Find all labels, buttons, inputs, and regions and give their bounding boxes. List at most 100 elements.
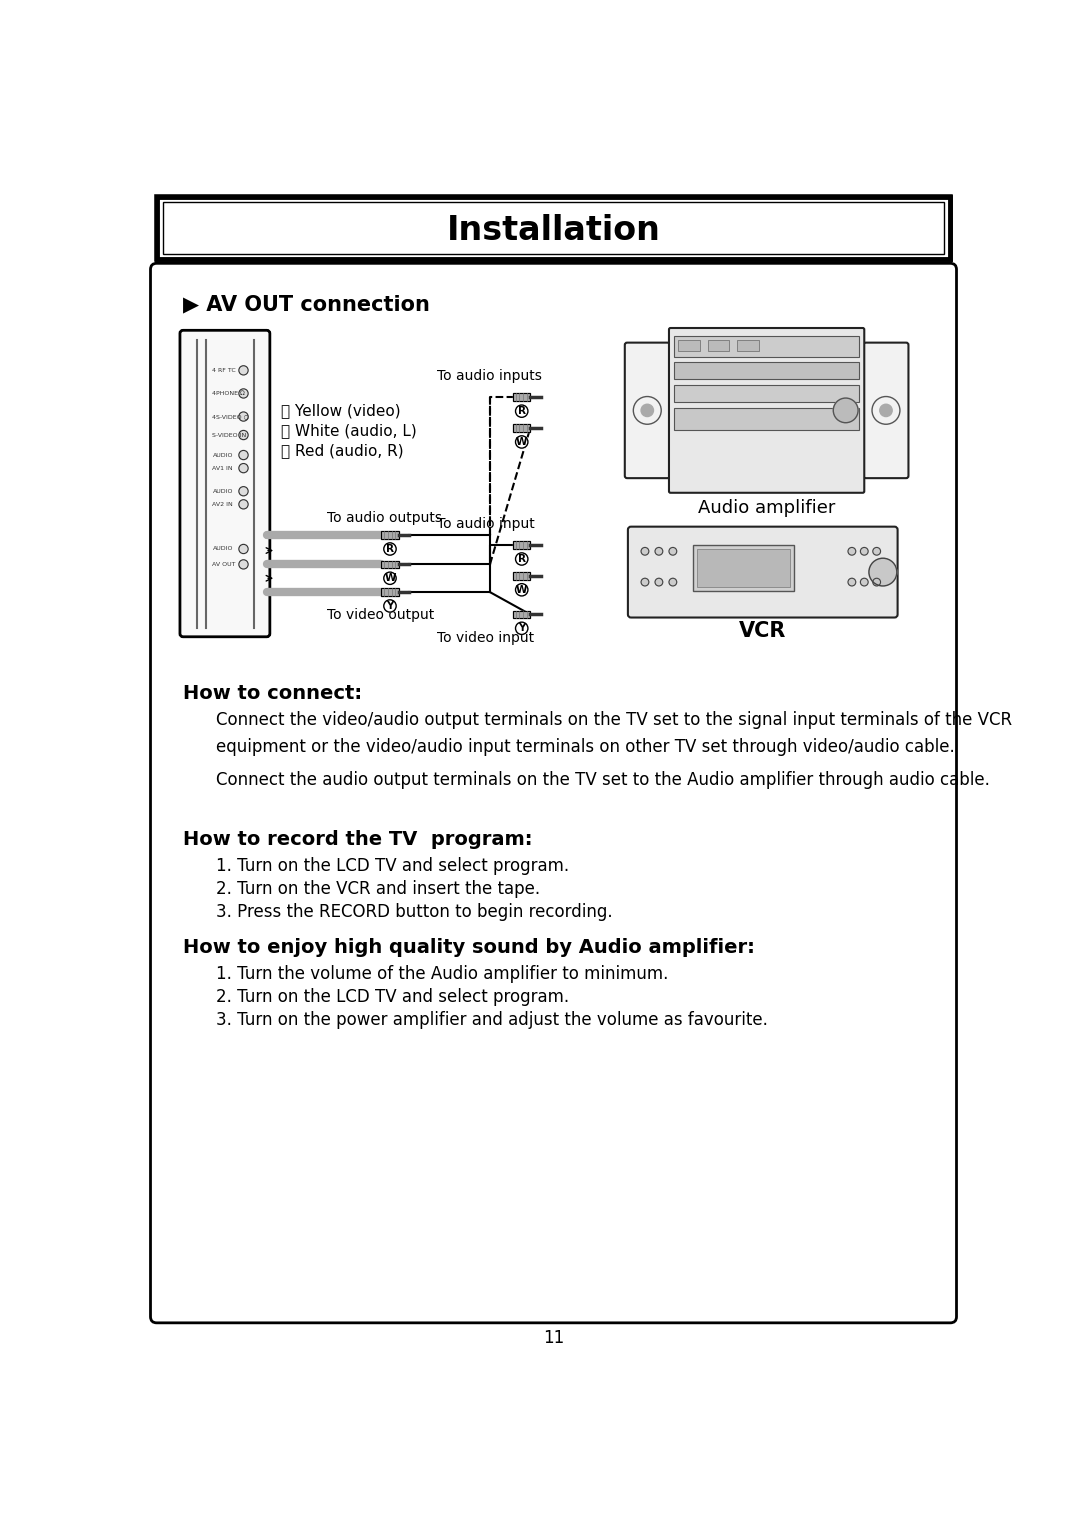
Text: AUDIO: AUDIO — [213, 452, 233, 458]
Bar — [513, 425, 530, 432]
Text: R: R — [386, 544, 394, 554]
Circle shape — [669, 548, 677, 556]
Bar — [674, 385, 859, 402]
Text: Ⓨ Yellow (video): Ⓨ Yellow (video) — [281, 403, 401, 418]
Text: Y: Y — [387, 602, 394, 611]
Bar — [513, 611, 530, 618]
Circle shape — [656, 579, 663, 586]
Circle shape — [642, 579, 649, 586]
Bar — [707, 341, 729, 351]
FancyBboxPatch shape — [864, 342, 908, 478]
FancyBboxPatch shape — [180, 330, 270, 637]
Circle shape — [239, 450, 248, 460]
Circle shape — [239, 366, 248, 376]
Bar — [157, 197, 950, 258]
Bar — [163, 202, 944, 253]
Bar — [697, 550, 789, 588]
Text: 1. Turn on the LCD TV and select program.: 1. Turn on the LCD TV and select program… — [216, 857, 569, 875]
Bar — [674, 362, 859, 379]
Text: Ⓦ White (audio, L): Ⓦ White (audio, L) — [281, 423, 417, 438]
Circle shape — [239, 431, 248, 440]
Text: To audio inputs: To audio inputs — [437, 368, 542, 383]
Text: 3. Press the RECORD button to begin recording.: 3. Press the RECORD button to begin reco… — [216, 902, 613, 921]
Circle shape — [848, 579, 855, 586]
Bar — [381, 588, 399, 596]
Text: 3. Turn on the power amplifier and adjust the volume as favourite.: 3. Turn on the power amplifier and adjus… — [216, 1011, 768, 1029]
Bar — [513, 541, 530, 550]
Text: 4 RF TC: 4 RF TC — [213, 368, 237, 373]
Circle shape — [383, 600, 396, 612]
FancyBboxPatch shape — [669, 328, 864, 493]
Bar — [381, 560, 399, 568]
Circle shape — [642, 548, 649, 556]
Circle shape — [515, 553, 528, 565]
Text: Connect the video/audio output terminals on the TV set to the signal input termi: Connect the video/audio output terminals… — [216, 710, 1013, 756]
Circle shape — [834, 399, 859, 423]
Text: Audio amplifier: Audio amplifier — [698, 499, 835, 518]
Text: ▶ AV OUT connection: ▶ AV OUT connection — [183, 295, 430, 315]
Bar — [674, 336, 859, 357]
Text: To video output: To video output — [327, 608, 434, 621]
Circle shape — [515, 583, 528, 596]
FancyBboxPatch shape — [150, 263, 957, 1322]
Circle shape — [515, 405, 528, 417]
Text: How to enjoy high quality sound by Audio amplifier:: How to enjoy high quality sound by Audio… — [183, 938, 755, 957]
Text: W: W — [516, 585, 527, 596]
Bar — [157, 197, 950, 258]
Text: R: R — [517, 406, 526, 417]
Circle shape — [383, 542, 396, 556]
Bar — [513, 425, 530, 432]
Circle shape — [873, 579, 880, 586]
Bar — [674, 408, 859, 429]
Bar — [381, 588, 399, 596]
Circle shape — [239, 560, 248, 570]
Text: W: W — [384, 573, 395, 583]
Text: To audio input: To audio input — [437, 516, 535, 530]
Text: R: R — [517, 554, 526, 563]
Text: How to connect:: How to connect: — [183, 684, 362, 702]
Circle shape — [239, 487, 248, 496]
Circle shape — [239, 544, 248, 554]
Circle shape — [239, 412, 248, 421]
Text: AUDIO: AUDIO — [213, 547, 233, 551]
FancyBboxPatch shape — [625, 342, 670, 478]
Bar — [513, 611, 530, 618]
Circle shape — [861, 579, 868, 586]
Text: Y: Y — [518, 623, 525, 634]
Text: To audio outputs: To audio outputs — [327, 512, 442, 525]
Text: AV2 IN: AV2 IN — [213, 502, 233, 507]
Text: S-VIDEO IN: S-VIDEO IN — [213, 432, 246, 438]
Circle shape — [239, 499, 248, 508]
Circle shape — [239, 464, 248, 473]
Text: Ⓡ Red (audio, R): Ⓡ Red (audio, R) — [281, 443, 403, 458]
Circle shape — [861, 548, 868, 556]
Circle shape — [848, 548, 855, 556]
Text: To video input: To video input — [437, 631, 535, 644]
Text: How to record the TV  program:: How to record the TV program: — [183, 831, 532, 849]
Circle shape — [869, 559, 896, 586]
Circle shape — [880, 405, 892, 417]
Bar — [381, 531, 399, 539]
FancyBboxPatch shape — [627, 527, 897, 617]
Bar — [513, 573, 530, 580]
Text: 4S-VIDEO ○: 4S-VIDEO ○ — [213, 414, 249, 418]
Text: AV1 IN: AV1 IN — [213, 466, 233, 470]
Text: Installation: Installation — [446, 214, 661, 247]
Text: VCR: VCR — [739, 621, 786, 641]
Bar — [513, 394, 530, 402]
Bar — [513, 573, 530, 580]
Text: 11: 11 — [543, 1328, 564, 1347]
Text: Connect the audio output terminals on the TV set to the Audio amplifier through : Connect the audio output terminals on th… — [216, 771, 990, 789]
Text: 2. Turn on the LCD TV and select program.: 2. Turn on the LCD TV and select program… — [216, 988, 569, 1006]
Text: 4PHONE Ω: 4PHONE Ω — [213, 391, 245, 395]
Bar — [157, 197, 950, 258]
Circle shape — [656, 548, 663, 556]
Bar — [693, 545, 794, 591]
Text: AV OUT: AV OUT — [213, 562, 237, 567]
Circle shape — [383, 573, 396, 585]
Bar — [678, 341, 700, 351]
Bar — [381, 531, 399, 539]
Text: 1. Turn the volume of the Audio amplifier to minimum.: 1. Turn the volume of the Audio amplifie… — [216, 965, 669, 983]
Text: AUDIO: AUDIO — [213, 489, 233, 493]
Text: W: W — [516, 437, 527, 447]
